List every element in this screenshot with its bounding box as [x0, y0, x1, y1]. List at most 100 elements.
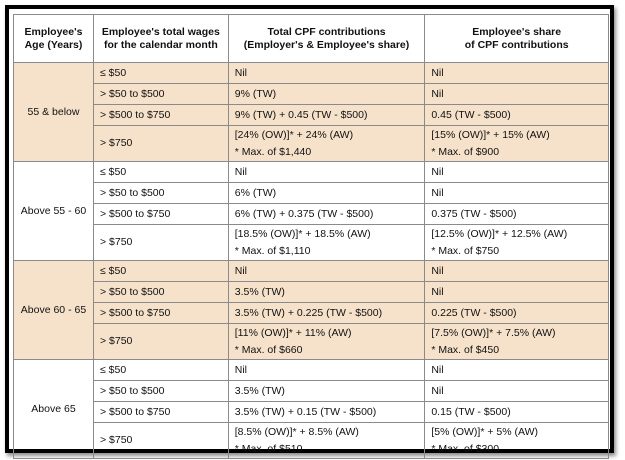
cell-line: 0.225 (TW - $500) — [431, 307, 517, 319]
age-group-cell: Above 65 — [13, 359, 94, 459]
total-cpf-cell: [24% (OW)]* + 24% (AW) * Max. of $1,440 — [227, 125, 426, 162]
cell-line: * Max. of $750 — [431, 244, 500, 257]
cell-line: Nil — [431, 166, 444, 178]
wages-cell: > $500 to $750 — [92, 104, 229, 126]
cell-line: Nil — [234, 67, 247, 79]
header-line: Employee's total wages — [101, 25, 220, 38]
cell-line: 3.5% (TW) + 0.225 (TW - $500) — [234, 307, 383, 319]
wages-cell: > $500 to $750 — [92, 401, 229, 423]
total-cpf-cell: [8.5% (OW)]* + 8.5% (AW) * Max. of $510 — [227, 422, 426, 459]
table-row: 55 & below ≤ $50 Nil Nil — [13, 62, 609, 162]
employee-share-cell: Nil — [424, 182, 609, 204]
cell-line: * Max. of $450 — [431, 343, 500, 356]
table-row: Above 55 - 60 ≤ $50 Nil Nil — [13, 161, 609, 261]
employee-share-cell: Nil — [424, 161, 609, 183]
total-cpf-cell: 6% (TW) — [227, 182, 426, 204]
cell-line: [8.5% (OW)]* + 8.5% (AW) — [234, 425, 359, 438]
header-line: Total CPF contributions — [267, 25, 386, 38]
cell-line: Nil — [234, 166, 247, 178]
wages-cell: > $50 to $500 — [92, 281, 229, 303]
employee-share-cell: 0.45 (TW - $500) — [424, 104, 609, 126]
cpf-contribution-table: Employee's Age (Years) Employee's total wa… — [13, 14, 609, 459]
employee-share-cell: Nil — [424, 62, 609, 84]
total-cpf-cell: 3.5% (TW) + 0.15 (TW - $500) — [227, 401, 426, 423]
employee-share-cell: [15% (OW)]* + 15% (AW) * Max. of $900 — [424, 125, 609, 162]
total-cpf-cell: 6% (TW) + 0.375 (TW - $500) — [227, 203, 426, 225]
header-line: (Employer's & Employee's share) — [243, 38, 410, 51]
cell-line: Nil — [234, 364, 247, 376]
employee-share-cell: [12.5% (OW)]* + 12.5% (AW) * Max. of $750 — [424, 224, 609, 261]
cell-line: Nil — [431, 67, 444, 79]
wages-cell: ≤ $50 — [92, 359, 229, 381]
cell-line: Nil — [431, 88, 444, 100]
cell-line: Nil — [431, 385, 444, 397]
header-line: for the calendar month — [103, 38, 218, 51]
table-row: Above 65 ≤ $50 Nil Nil — [13, 359, 609, 459]
total-cpf-cell: 9% (TW) + 0.45 (TW - $500) — [227, 104, 426, 126]
cell-line: [24% (OW)]* + 24% (AW) — [234, 128, 354, 141]
employee-share-cell: [7.5% (OW)]* + 7.5% (AW) * Max. of $450 — [424, 323, 609, 360]
cell-line: 0.15 (TW - $500) — [431, 406, 511, 418]
cell-line: Nil — [431, 265, 444, 277]
total-cpf-cell: Nil — [227, 62, 426, 84]
header-line: of CPF contributions — [464, 38, 569, 51]
header-total-cpf: Total CPF contributions (Employer's & Emp… — [227, 14, 426, 63]
cell-line: * Max. of $660 — [234, 343, 303, 356]
wages-cell: > $50 to $500 — [92, 182, 229, 204]
table-row: > $500 to $750 3.5% (TW) + 0.15 (TW - $50… — [14, 401, 609, 423]
total-cpf-cell: 3.5% (TW) — [227, 380, 426, 402]
cell-line: [11% (OW)]* + 11% (AW) — [234, 326, 352, 339]
header-line: Employee's share — [472, 25, 562, 38]
table-row: > $500 to $750 6% (TW) + 0.375 (TW - $500… — [14, 203, 609, 225]
document-frame: Employee's Age (Years) Employee's total wa… — [5, 5, 614, 459]
cell-line: [7.5% (OW)]* + 7.5% (AW) — [431, 326, 556, 339]
total-cpf-cell: 3.5% (TW) + 0.225 (TW - $500) — [227, 302, 426, 324]
wages-cell: ≤ $50 — [92, 62, 229, 84]
cell-line: 0.45 (TW - $500) — [431, 109, 511, 121]
cell-line: * Max. of $1,110 — [234, 244, 311, 257]
wages-cell: ≤ $50 — [92, 161, 229, 183]
wages-cell: > $50 to $500 — [92, 83, 229, 105]
cell-line: [15% (OW)]* + 15% (AW) — [431, 128, 550, 141]
cell-line: * Max. of $300 — [431, 442, 500, 455]
employee-share-cell: Nil — [424, 359, 609, 381]
employee-share-cell: 0.15 (TW - $500) — [424, 401, 609, 423]
total-cpf-cell: Nil — [227, 161, 426, 183]
employee-share-cell: 0.375 (TW - $500) — [424, 203, 609, 225]
wages-cell: > $750 — [92, 224, 229, 261]
wages-cell: > $500 to $750 — [92, 203, 229, 225]
employee-share-cell: Nil — [424, 380, 609, 402]
employee-share-cell: Nil — [424, 83, 609, 105]
table-row: > $750 [24% (OW)]* + 24% (AW) * Max. of $1… — [14, 125, 609, 162]
cell-line: 9% (TW) + 0.45 (TW - $500) — [234, 109, 368, 121]
table-row: > $50 to $500 3.5% (TW) Nil — [14, 281, 609, 303]
cell-line: 3.5% (TW) + 0.15 (TW - $500) — [234, 406, 377, 418]
wages-cell: > $750 — [92, 422, 229, 459]
wages-cell: > $750 — [92, 125, 229, 162]
wages-cell: > $50 to $500 — [92, 380, 229, 402]
table-row: > $50 to $500 9% (TW) Nil — [14, 83, 609, 105]
employee-share-cell: Nil — [424, 260, 609, 282]
cell-line: [18.5% (OW)]* + 18.5% (AW) — [234, 227, 371, 240]
table-row: > $50 to $500 6% (TW) Nil — [14, 182, 609, 204]
wages-cell: ≤ $50 — [92, 260, 229, 282]
total-cpf-cell: Nil — [227, 260, 426, 282]
table-row: > $500 to $750 9% (TW) + 0.45 (TW - $500)… — [14, 104, 609, 126]
cell-line: Nil — [431, 364, 444, 376]
header-line: Age (Years) — [24, 38, 83, 51]
wages-cell: > $750 — [92, 323, 229, 360]
table-row: > $750 [18.5% (OW)]* + 18.5% (AW) * Max. o… — [14, 224, 609, 261]
header-row: Employee's Age (Years) Employee's total wa… — [13, 14, 609, 63]
header-age: Employee's Age (Years) — [13, 14, 94, 63]
employee-share-cell: 0.225 (TW - $500) — [424, 302, 609, 324]
cell-line: Nil — [431, 286, 444, 298]
employee-share-cell: [5% (OW)]* + 5% (AW) * Max. of $300 — [424, 422, 609, 459]
cell-line: [5% (OW)]* + 5% (AW) — [431, 425, 539, 438]
age-group-cell: Above 55 - 60 — [13, 161, 94, 261]
age-group-cell: Above 60 - 65 — [13, 260, 94, 360]
cell-line: 9% (TW) — [234, 88, 277, 100]
cell-line: * Max. of $900 — [431, 145, 500, 158]
header-wages: Employee's total wages for the calendar m… — [92, 14, 229, 63]
table-row: > $50 to $500 3.5% (TW) Nil — [14, 380, 609, 402]
cell-line: Nil — [431, 187, 444, 199]
